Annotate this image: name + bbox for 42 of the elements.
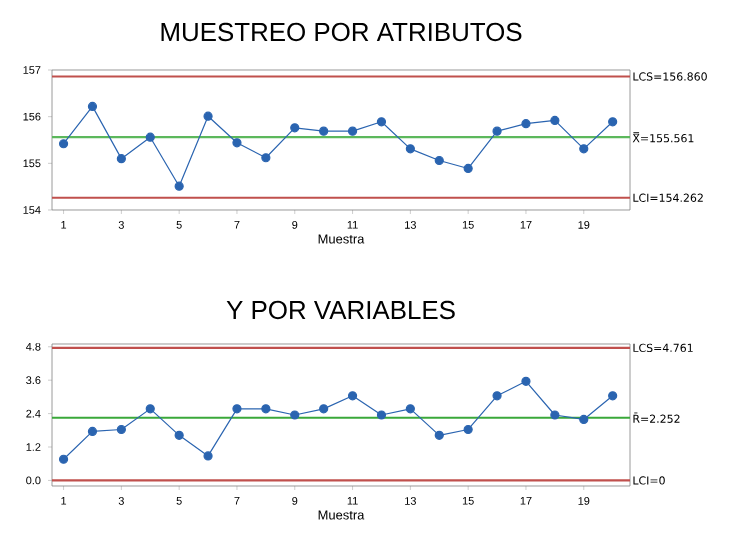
- point: [87, 101, 98, 111]
- point: [463, 424, 473, 435]
- chart-title: Y POR VARIABLES: [226, 300, 455, 320]
- point: [434, 155, 444, 166]
- point: [347, 391, 358, 401]
- point: [579, 414, 589, 425]
- point: [319, 404, 329, 414]
- point: [203, 111, 213, 121]
- point: [405, 144, 415, 154]
- point: [290, 123, 300, 133]
- point: [608, 391, 618, 401]
- point: [376, 410, 387, 420]
- point: [145, 132, 155, 142]
- point: [579, 144, 589, 154]
- point: [261, 404, 271, 414]
- point: [492, 391, 502, 401]
- point: [376, 117, 387, 127]
- point: [550, 115, 560, 125]
- point: [347, 126, 358, 136]
- point: [550, 410, 560, 420]
- point: [290, 410, 300, 420]
- point: [521, 376, 531, 386]
- point: [116, 424, 126, 435]
- point: [608, 117, 618, 127]
- point: [434, 430, 444, 440]
- point: [232, 138, 242, 148]
- point: [405, 404, 415, 414]
- point: [116, 154, 126, 164]
- point: [58, 139, 69, 149]
- point: [87, 426, 98, 437]
- point: [492, 126, 502, 136]
- point: [319, 126, 329, 136]
- point: [174, 181, 184, 191]
- point: [58, 454, 69, 464]
- point: [232, 404, 242, 414]
- point: [203, 451, 213, 461]
- point: [145, 404, 155, 414]
- point: [174, 430, 184, 440]
- point: [463, 163, 473, 174]
- chart-title: MUESTREO POR ATRIBUTOS: [161, 22, 522, 42]
- point: [521, 119, 531, 129]
- point: [261, 153, 271, 163]
